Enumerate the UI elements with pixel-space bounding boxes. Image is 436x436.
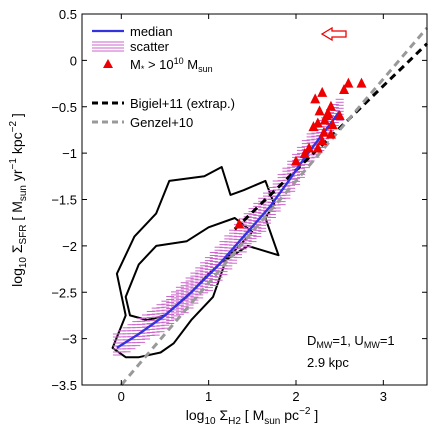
triangle-point	[234, 218, 245, 229]
legend-genzel-label: Genzel+10	[130, 115, 193, 130]
genzel-line	[120, 26, 429, 386]
y-tick-label: −1.5	[51, 193, 77, 208]
x-axis-label: log10 ΣH2 [ Msun pc−2 ]	[186, 406, 319, 427]
legend: median scatter M* > 1010 Msun Bigiel+11 …	[92, 24, 235, 130]
triangle-point	[317, 86, 328, 97]
axis-ticks: 0 1 2 3 −3.5 −3 −2.5 −2 −1.5 −1 −0.5 0 0.5	[51, 7, 427, 404]
triangle-point	[290, 155, 301, 166]
triangle-point	[325, 100, 336, 111]
y-tick-label: −1	[62, 146, 77, 161]
triangle-point	[317, 135, 328, 146]
legend-scatter-swatch	[92, 41, 124, 52]
triangle-point	[325, 128, 336, 139]
x-tick-label: 0	[118, 389, 125, 404]
triangle-point	[327, 119, 338, 130]
x-tick-label: 3	[380, 389, 387, 404]
legend-triangle-swatch	[103, 59, 113, 68]
massive-galaxy-triangles	[234, 77, 367, 229]
legend-median-label: median	[130, 24, 173, 39]
arrow-marker	[320, 26, 347, 42]
triangle-point	[308, 121, 319, 132]
triangle-point	[310, 93, 321, 104]
annotation-dmw-umw: DMW=1, UMW=1	[307, 333, 395, 350]
annotation-scale: 2.9 kpc	[307, 355, 349, 370]
fit-lines	[120, 26, 429, 386]
x-tick-label: 2	[292, 389, 299, 404]
y-tick-label: −2.5	[51, 285, 77, 300]
legend-scatter-label: scatter	[130, 39, 170, 54]
y-tick-label: −0.5	[51, 100, 77, 115]
contour-inner	[124, 217, 254, 322]
legend-mass-label: M* > 1010 Msun	[130, 56, 213, 74]
triangle-point	[304, 142, 315, 153]
legend-bigiel-label: Bigiel+11 (extrap.)	[130, 96, 235, 111]
triangle-point	[318, 126, 329, 137]
triangle-point	[356, 77, 367, 88]
y-tick-label: −3	[62, 332, 77, 347]
left-arrow-icon	[320, 26, 347, 42]
x-tick-label: 1	[205, 389, 212, 404]
triangle-point	[312, 142, 323, 153]
triangle-point	[334, 110, 345, 121]
triangle-point	[314, 105, 325, 116]
triangle-point	[299, 148, 310, 159]
y-axis-label: log10 ΣSFR [ Msun yr−1 kpc−2 ]	[8, 113, 29, 287]
contour-lines	[111, 166, 280, 359]
triangle-point	[323, 108, 334, 119]
triangle-point	[339, 84, 350, 95]
contour-outer	[111, 166, 280, 359]
triangle-point	[343, 77, 354, 88]
scatter-band	[112, 98, 344, 356]
y-tick-label: 0	[70, 53, 77, 68]
triangle-point	[312, 117, 323, 128]
y-tick-label: −2	[62, 239, 77, 254]
y-tick-label: 0.5	[59, 7, 77, 22]
y-tick-label: −3.5	[51, 378, 77, 393]
